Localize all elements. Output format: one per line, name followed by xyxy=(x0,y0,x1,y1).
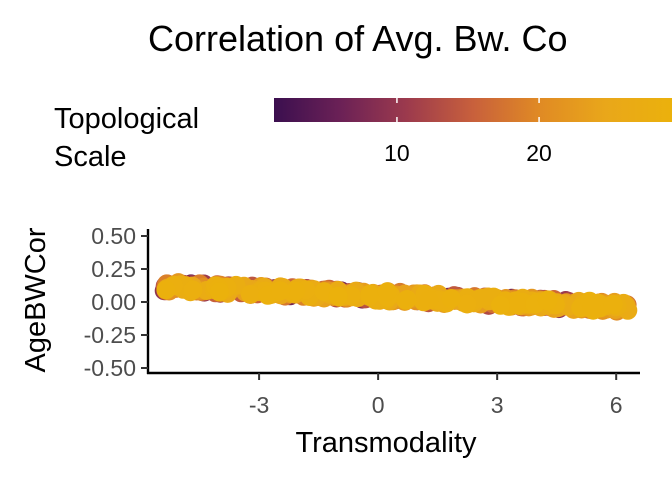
scatter-point xyxy=(603,294,623,314)
x-axis-label: Transmodality xyxy=(295,427,477,459)
legend-colorbar-ticks: 10 20 xyxy=(384,98,552,166)
x-axis-ticks: -3 0 3 6 xyxy=(249,373,623,418)
y-axis-ticks: 0.50 0.25 0.00 -0.25 -0.50 xyxy=(84,223,148,381)
scatter-point xyxy=(377,282,397,302)
scatter-point xyxy=(582,297,602,317)
y-axis-label: AgeBWCor xyxy=(20,227,52,372)
axes: -3 0 3 6 0.50 0.25 0.00 -0.25 -0.50 Transmodali… xyxy=(20,223,640,459)
scatter-point xyxy=(441,289,461,308)
chart-title: Correlation of Avg. Bw. Co xyxy=(148,18,568,59)
scatter-point xyxy=(209,282,229,302)
scatter-point xyxy=(328,286,348,306)
y-tick-label: 0.00 xyxy=(91,289,136,315)
y-tick-label: -0.25 xyxy=(84,322,136,348)
scatter-point xyxy=(271,281,291,301)
y-tick-label: 0.25 xyxy=(91,256,136,282)
x-tick-label: -3 xyxy=(249,392,269,418)
scatter-point xyxy=(491,295,510,315)
y-tick-label: -0.50 xyxy=(84,355,136,381)
x-tick-label: 6 xyxy=(610,392,623,418)
x-tick-label: 0 xyxy=(372,392,385,418)
legend-colorbar-tick-label: 10 xyxy=(384,140,410,166)
scatter-point xyxy=(156,280,176,300)
legend-title-line-2: Scale xyxy=(54,141,127,173)
legend-title-line-1: Topological xyxy=(54,103,199,135)
scatter-point xyxy=(396,290,416,310)
legend-colorbar xyxy=(274,98,672,122)
scatter-point xyxy=(507,295,527,315)
scatter-point xyxy=(419,290,439,310)
scatter-point xyxy=(457,294,477,314)
y-tick-label: 0.50 xyxy=(91,223,136,249)
scatter-point xyxy=(240,284,260,304)
scatter-point xyxy=(360,284,380,304)
scatter-point xyxy=(537,291,557,311)
legend: Topological Scale 10 20 xyxy=(54,98,672,173)
legend-colorbar-tick-label: 20 xyxy=(526,140,552,166)
scatter-point xyxy=(286,281,306,301)
scatter-points xyxy=(154,273,638,321)
scatter-point xyxy=(183,280,203,300)
x-tick-label: 3 xyxy=(491,392,504,418)
